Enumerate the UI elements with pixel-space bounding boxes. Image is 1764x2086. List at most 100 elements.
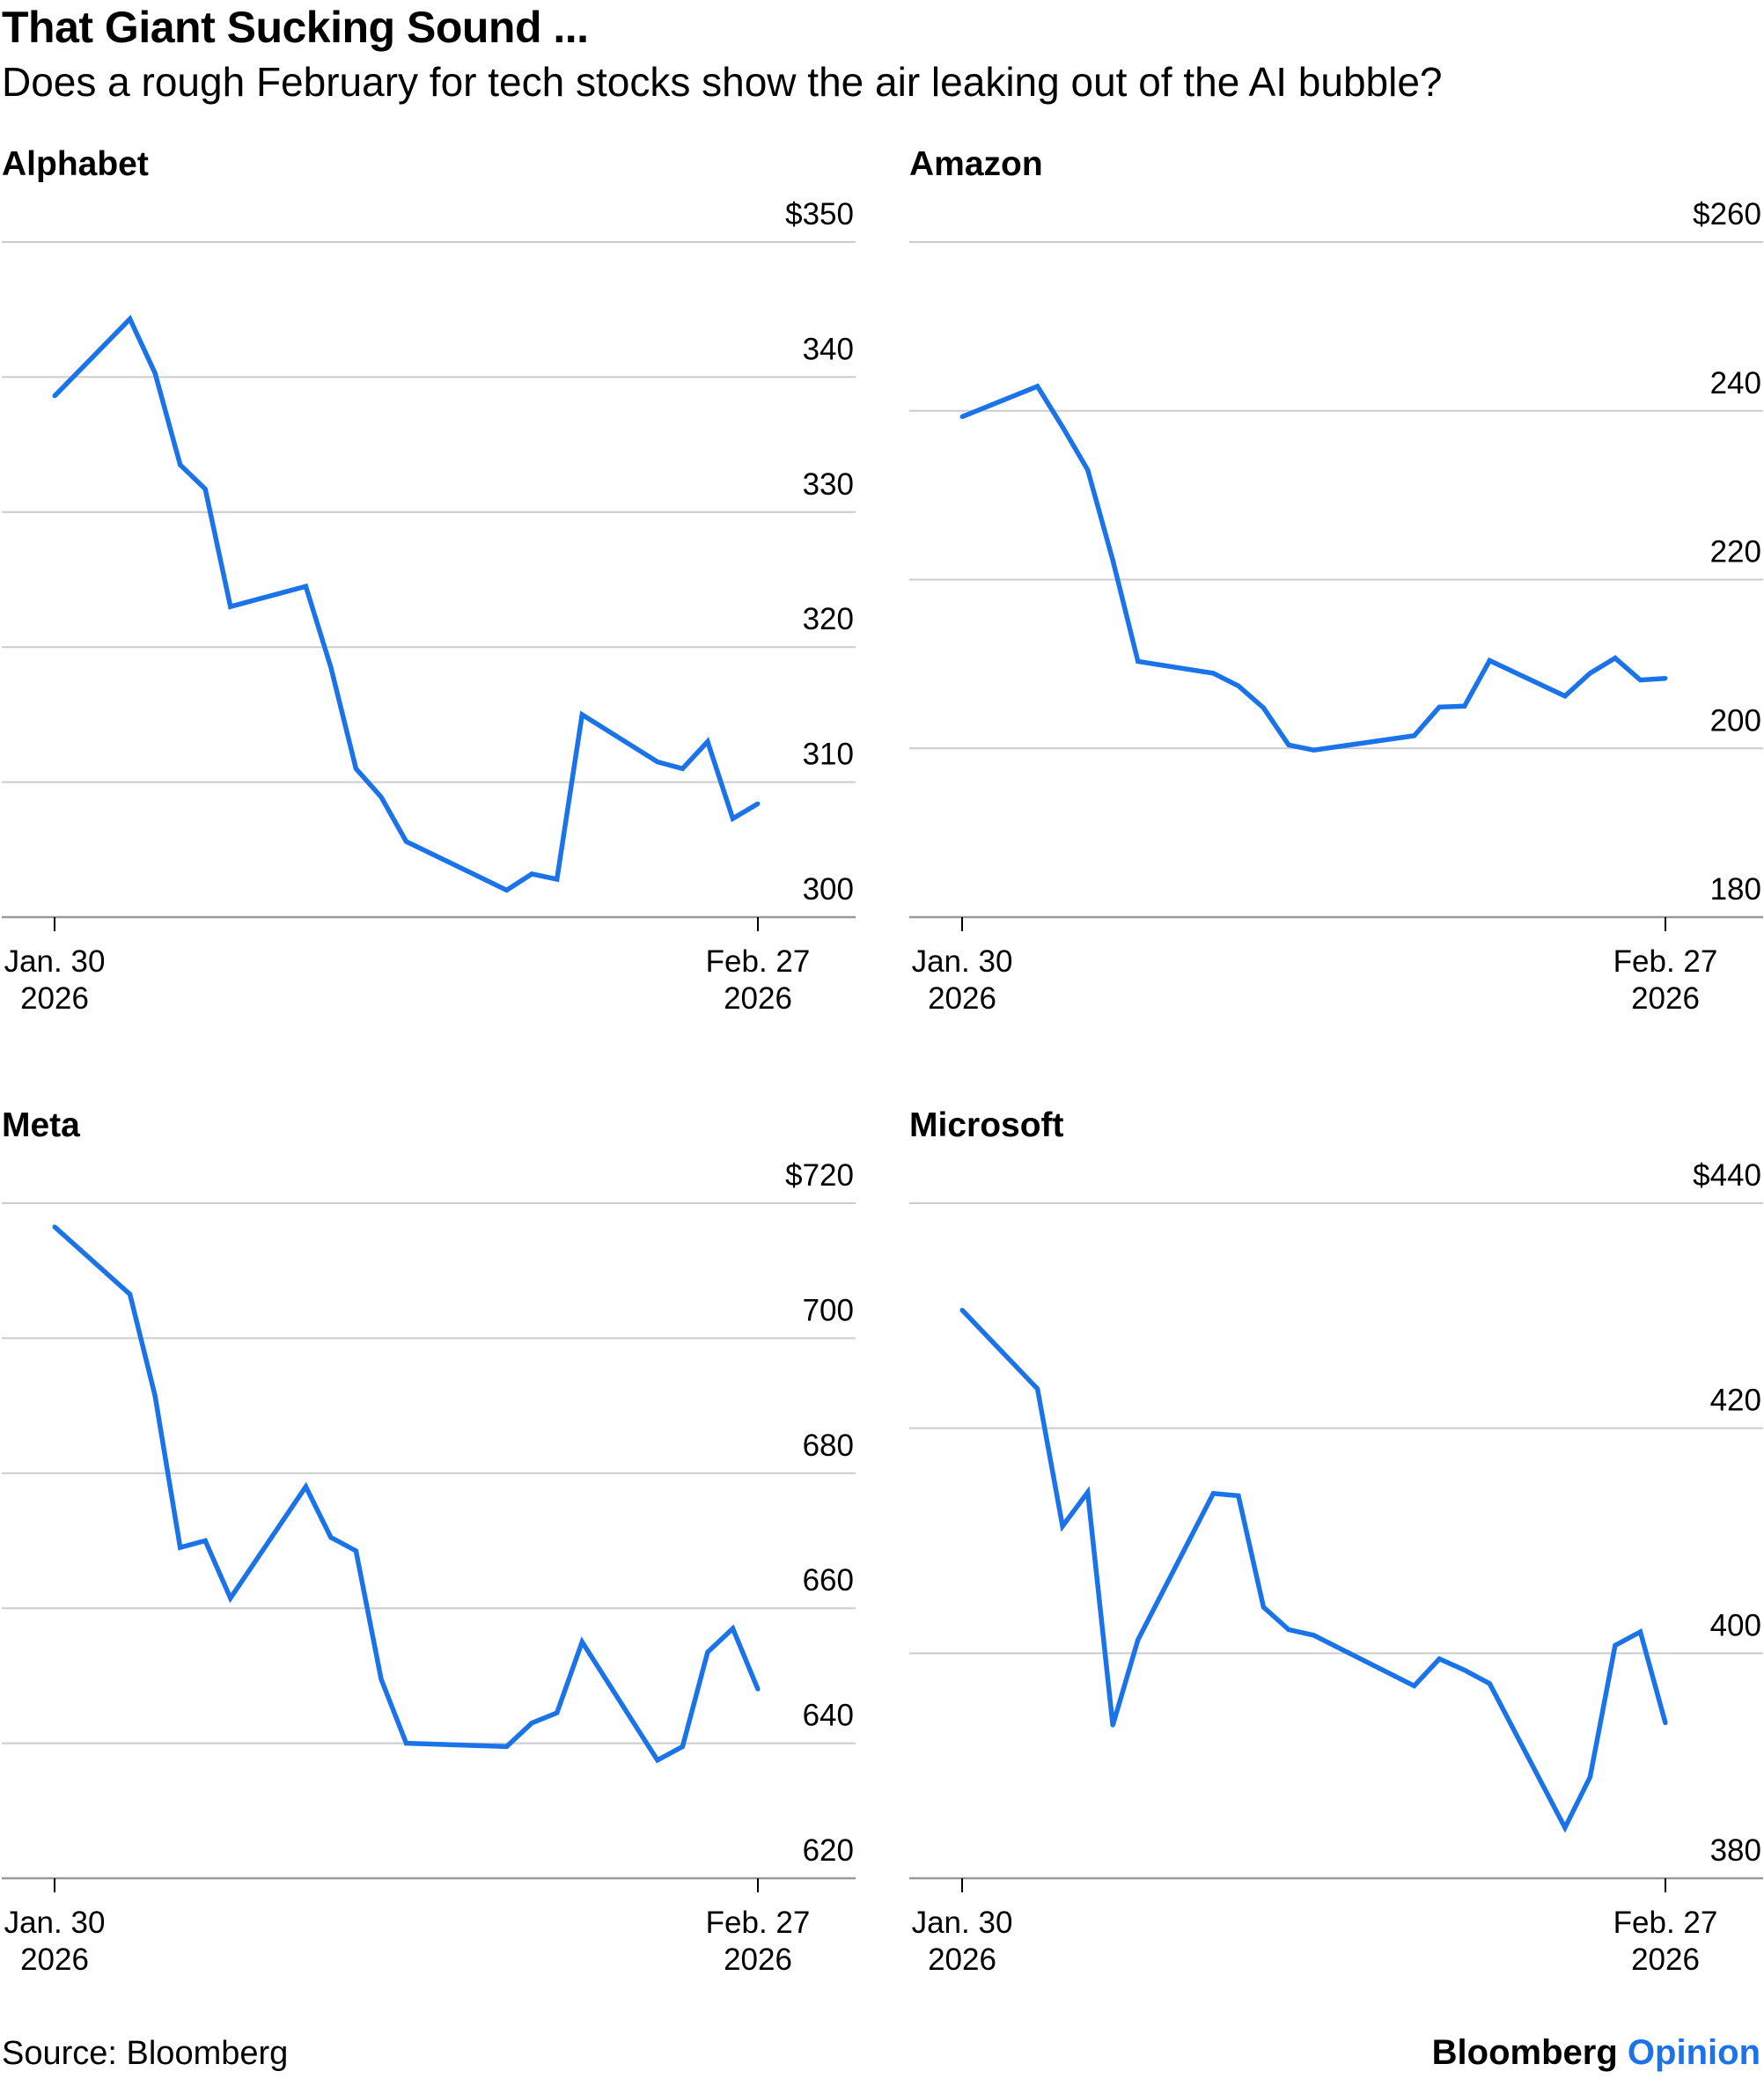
chart-title: That Giant Sucking Sound ... [2,3,589,52]
data-point [1110,557,1115,562]
meta-line-chart: $720 700 680 660 640 620 Jan. 30 2026 Feb. 27 202… [2,1158,856,1977]
price-line [53,1224,761,1764]
data-point [1613,1642,1618,1648]
panel-microsoft: Microsoft $440 420 400 380 Jan. 30 2026 Feb. 2… [909,1106,1764,1987]
x-tick-label: Feb. 27 2026 [1613,1906,1718,1977]
data-point [959,414,965,419]
panel-title-alphabet: Alphabet [2,145,149,183]
data-point [404,839,408,844]
data-point [353,1548,358,1553]
data-point [1060,424,1065,430]
data-point [1613,656,1618,661]
data-point [1136,658,1141,664]
data-point [1587,671,1592,676]
data-point [579,1640,584,1645]
data-point [404,1741,408,1746]
y-tick-label: 180 [1710,872,1761,907]
data-point [705,739,710,745]
data-point [303,1484,308,1489]
panel-title-meta: Meta [2,1106,80,1144]
data-point [1210,671,1216,676]
data-point [178,462,183,467]
x-tick-label: Jan. 30 2026 [4,1906,106,1977]
data-point [1210,1491,1216,1496]
y-tick-label: 420 [1710,1384,1761,1418]
data-point [1663,1721,1668,1726]
y-tick-label: $720 [785,1158,854,1193]
data-point [705,1649,710,1655]
data-point [1562,1825,1568,1830]
data-point [303,584,308,589]
data-point [328,665,334,670]
panel-title-microsoft: Microsoft [909,1106,1064,1144]
x-tick-label: Jan. 30 2026 [912,944,1013,1016]
data-point [579,712,584,717]
data-point [202,1539,208,1543]
data-point [1286,1627,1291,1632]
data-point [1286,742,1291,747]
data-point [1637,1629,1643,1634]
brand-logo: Bloomberg Opinion [1432,2033,1760,2073]
data-point [1663,676,1668,681]
data-point [555,877,560,882]
data-point [178,1545,183,1550]
brand-bloomberg: Bloomberg [1431,2033,1618,2072]
data-point [655,1758,660,1763]
brand-opinion: Opinion [1627,2033,1760,2072]
data-point [52,1224,57,1230]
x-tick-label: Jan. 30 2026 [4,944,106,1016]
source-note: Source: Bloomberg [2,2035,289,2072]
x-tick-label: Feb. 27 2026 [1613,944,1718,1016]
data-point [755,801,761,806]
data-point [529,1721,534,1726]
data-point [152,1393,158,1399]
data-point [680,766,685,771]
data-point [730,1626,735,1631]
y-tick-label: 640 [803,1699,854,1733]
data-point [1261,705,1266,710]
x-tick-label: Jan. 30 2026 [912,1906,1013,1977]
data-point [1085,467,1091,473]
data-point [1110,1722,1115,1728]
y-tick-label: 310 [803,738,854,772]
microsoft-line-chart: $440 420 400 380 Jan. 30 2026 Feb. 27 2026 [909,1158,1763,1977]
data-point [52,393,57,399]
y-tick-label: 620 [803,1833,854,1868]
data-point [202,487,208,492]
panel-amazon: Amazon $260 240 220 200 180 Jan. 30 2026 Feb. 2… [909,145,1764,1025]
data-point [1437,704,1442,709]
y-tick-label: $260 [1693,197,1761,231]
data-point [379,1677,384,1682]
y-tick-label: 340 [803,332,854,366]
data-point [1412,1683,1417,1688]
data-point [1487,658,1492,664]
panel-title-amazon: Amazon [909,145,1043,183]
y-tick-label: 240 [1710,366,1761,400]
data-point [353,766,358,771]
data-point [1035,1386,1040,1392]
data-point [529,871,534,877]
y-tick-label: 700 [803,1293,854,1327]
data-point [1261,1605,1266,1610]
y-tick-label: $440 [1693,1158,1761,1193]
y-tick-label: 200 [1710,703,1761,738]
data-point [1060,1524,1065,1529]
y-tick-label: 680 [803,1429,854,1463]
data-point [1312,1633,1316,1638]
y-tick-label: 400 [1710,1608,1761,1642]
data-point [228,604,233,609]
y-tick-label: 380 [1710,1833,1761,1868]
price-line [960,1308,1668,1833]
data-point [1637,678,1643,683]
data-point [1236,683,1241,688]
data-point [1487,1681,1492,1686]
data-point [555,1710,560,1715]
data-point [755,1686,761,1692]
data-point [379,794,384,799]
y-tick-label: 330 [803,467,854,502]
data-point [1412,733,1417,738]
data-point [680,1744,685,1749]
y-tick-label: $350 [785,197,854,231]
x-tick-label: Feb. 27 2026 [706,944,811,1016]
y-tick-label: 320 [803,602,854,636]
